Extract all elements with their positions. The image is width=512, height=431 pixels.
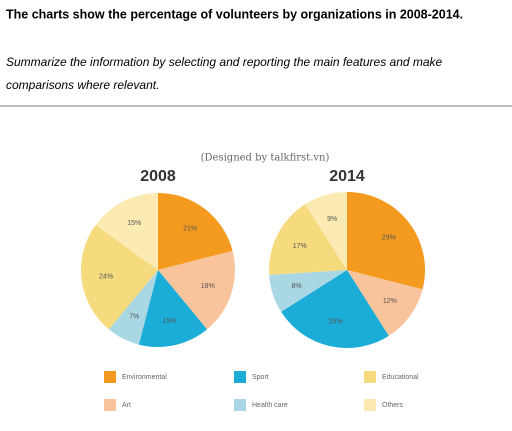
title: The charts show the percentage of volunt… [6,7,463,21]
instruction-line: Summarize the information by selecting a… [6,55,443,69]
slice-label: 17% [293,243,307,250]
slice-label: 15% [127,220,141,227]
slice-label: 12% [383,298,397,305]
legend-swatch [104,371,116,383]
pie-slice [138,270,208,347]
legend-label: Art [122,402,131,409]
legend-label: Sport [252,374,269,381]
pie-slice [305,192,347,270]
pie-slice [81,224,158,330]
pie-slice [158,193,233,270]
pie-slice [268,204,347,275]
pie-slice [108,270,158,345]
legend-swatch [234,399,246,411]
pie-slice [95,193,158,270]
pie-slice [158,250,235,330]
slice-label: 25% [328,319,342,326]
pie-slice [347,270,423,336]
legend-label: Health care [252,402,288,409]
pie-slice [269,270,347,312]
instruction-line: comparisons where relevant. [6,78,159,92]
slice-label: 9% [327,216,337,223]
slice-label: 21% [183,225,197,232]
legend-label: Educational [382,374,419,381]
slice-label: 29% [382,234,396,241]
legend-swatch [104,399,116,411]
slice-label: 8% [291,283,301,290]
credit: (Designed by talkfirst.vn) [201,153,330,164]
legend-label: Others [382,402,404,409]
legend-swatch [234,371,246,383]
pie-slice [347,192,425,290]
pie-slice [281,270,389,348]
legend-label: Environmental [122,374,167,381]
slice-label: 15% [162,318,176,325]
slice-label: 18% [201,283,215,290]
slice-label: 7% [129,313,139,320]
legend-swatch [364,371,376,383]
chart-title: 2014 [329,168,365,185]
legend-swatch [364,399,376,411]
slice-label: 24% [99,273,113,280]
chart-title: 2008 [140,168,176,185]
